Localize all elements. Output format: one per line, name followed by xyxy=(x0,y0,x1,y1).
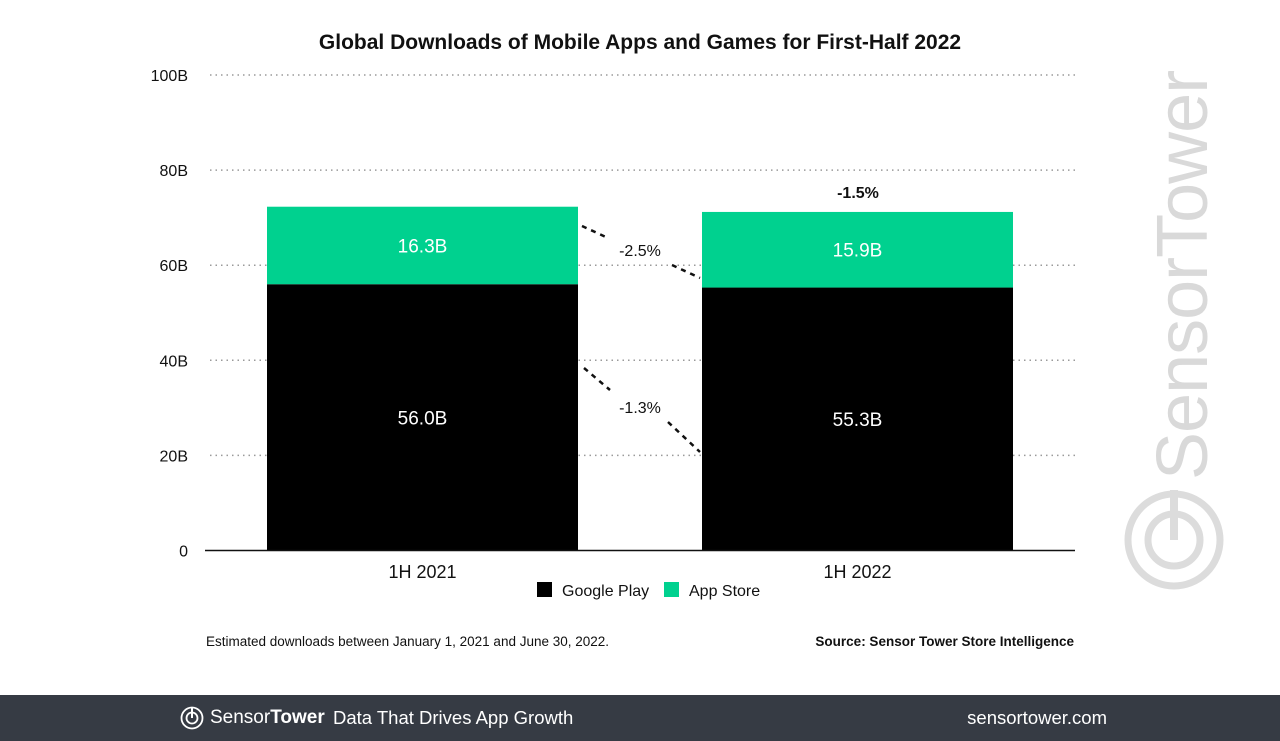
google-play-change-label: -1.3% xyxy=(619,400,661,417)
footnote: Estimated downloads between January 1, 2… xyxy=(206,634,610,649)
bar-value-label: 15.9B xyxy=(833,241,883,262)
google-play-trend-line-b xyxy=(667,421,701,453)
y-tick-label: 20B xyxy=(160,448,188,465)
downloads-chart: Global Downloads of Mobile Apps and Game… xyxy=(151,31,1075,600)
footer-tagline: Data That Drives App Growth xyxy=(333,707,574,728)
x-tick-label: 1H 2021 xyxy=(388,562,456,582)
y-tick-label: 60B xyxy=(160,258,188,275)
legend: Google Play App Store xyxy=(537,582,760,600)
bar-app-store xyxy=(267,206,578,285)
sensor-tower-logo-icon xyxy=(180,706,204,730)
footer-bar: SensorTower Data That Drives App Growth … xyxy=(0,695,1280,741)
legend-label-google-play: Google Play xyxy=(562,583,649,600)
y-tick-label: 40B xyxy=(160,353,188,370)
bar-google-play xyxy=(267,284,578,551)
y-tick-label: 100B xyxy=(151,68,188,85)
bar-value-label: 56.0B xyxy=(398,408,448,429)
y-tick-label: 0 xyxy=(179,544,188,561)
footer-brand-name: SensorTower xyxy=(210,707,325,729)
app-store-change-label: -2.5% xyxy=(619,243,661,260)
source-note: Source: Sensor Tower Store Intelligence xyxy=(815,634,1074,649)
app-store-trend-line-b xyxy=(671,263,701,280)
y-axis: 0 20B 40B 60B 80B 100B xyxy=(151,68,188,561)
legend-label-app-store: App Store xyxy=(689,583,760,600)
chart-title: Global Downloads of Mobile Apps and Game… xyxy=(319,31,961,54)
bars: 56.0B 16.3B 55.3B 15.9B xyxy=(267,206,1013,551)
x-tick-label: 1H 2022 xyxy=(823,562,891,582)
google-play-trend-line-a xyxy=(583,367,611,391)
bar-value-label: 16.3B xyxy=(398,236,448,257)
x-axis: 1H 2021 1H 2022 xyxy=(388,562,891,582)
brand-name-light: Sensor xyxy=(210,707,271,728)
bar-value-label: 55.3B xyxy=(833,410,883,431)
bar-google-play xyxy=(702,287,1013,551)
app-store-trend-line-a xyxy=(581,224,609,240)
bar-app-store xyxy=(702,211,1013,288)
sensor-tower-watermark-icon xyxy=(1124,490,1224,590)
brand-name-bold: Tower xyxy=(270,707,325,728)
watermark-text: SensorTower xyxy=(1143,70,1223,480)
total-change-label: -1.5% xyxy=(837,185,879,202)
footer-url-link[interactable]: sensortower.com xyxy=(967,707,1107,728)
legend-swatch-google-play xyxy=(537,582,552,597)
y-tick-label: 80B xyxy=(160,163,188,180)
footer-brand[interactable]: SensorTower xyxy=(180,706,325,730)
legend-swatch-app-store xyxy=(664,582,679,597)
